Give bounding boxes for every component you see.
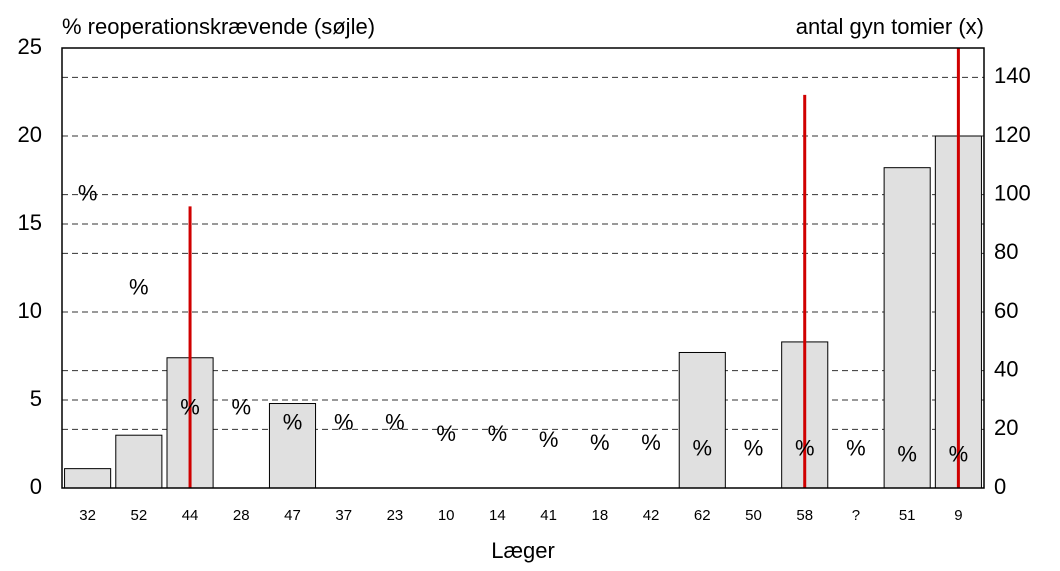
y-tick-label: 10 (18, 298, 42, 323)
marker: % (334, 409, 354, 434)
marker: % (129, 274, 149, 299)
marker: % (78, 180, 98, 205)
x-tick-label: 9 (954, 507, 962, 524)
chart-title: % reoperationskrævende (søjle) (62, 14, 375, 39)
x-tick-label: 58 (796, 507, 813, 524)
x-tick-label: 47 (284, 507, 301, 524)
x-tick-label: 51 (899, 507, 916, 524)
y2-tick-label: 120 (994, 122, 1031, 147)
y2-title: antal gyn tomier (x) (796, 14, 984, 39)
x-tick-label: ? (852, 507, 860, 524)
y2-tick-label: 0 (994, 474, 1006, 499)
x-tick-label: 42 (643, 507, 660, 524)
x-axis-label: Læger (491, 538, 555, 563)
x-tick-label: 37 (335, 507, 352, 524)
marker: % (180, 395, 200, 420)
marker: % (283, 409, 303, 434)
x-tick-label: 52 (130, 507, 147, 524)
marker: % (846, 436, 866, 461)
x-tick-label: 28 (233, 507, 250, 524)
y-tick-label: 25 (18, 34, 42, 59)
bar (115, 434, 163, 489)
marker: % (692, 436, 712, 461)
x-tick-label: 18 (591, 507, 608, 524)
y2-tick-label: 140 (994, 63, 1031, 88)
x-tick-label: 14 (489, 507, 506, 524)
marker: % (897, 442, 917, 467)
y-tick-label: 5 (30, 386, 42, 411)
y-tick-label: 20 (18, 122, 42, 147)
x-tick-label: 10 (438, 507, 455, 524)
plot-frame (61, 47, 985, 489)
y2-tick-label: 20 (994, 415, 1018, 440)
marker: % (641, 430, 661, 455)
marker: % (488, 421, 508, 446)
marker: % (231, 395, 251, 420)
x-tick-label: 44 (182, 507, 199, 524)
marker: % (949, 442, 969, 467)
marker: % (539, 427, 559, 452)
y-tick-label: 0 (30, 474, 42, 499)
y2-tick-label: 100 (994, 180, 1031, 205)
x-tick-label: 41 (540, 507, 557, 524)
y2-tick-label: 60 (994, 298, 1018, 323)
x-tick-label: 23 (387, 507, 404, 524)
bar (883, 167, 931, 489)
x-tick-label: 32 (79, 507, 96, 524)
y-tick-label: 15 (18, 210, 42, 235)
x-tick-label: 50 (745, 507, 762, 524)
marker: % (795, 436, 815, 461)
y2-tick-label: 80 (994, 239, 1018, 264)
bar (268, 403, 317, 489)
x-tick-label: 62 (694, 507, 711, 524)
marker: % (436, 421, 456, 446)
marker: % (744, 436, 764, 461)
marker: % (590, 430, 610, 455)
y2-tick-label: 40 (994, 356, 1018, 381)
marker: % (385, 409, 405, 434)
bar (678, 351, 726, 489)
bar (64, 468, 112, 489)
